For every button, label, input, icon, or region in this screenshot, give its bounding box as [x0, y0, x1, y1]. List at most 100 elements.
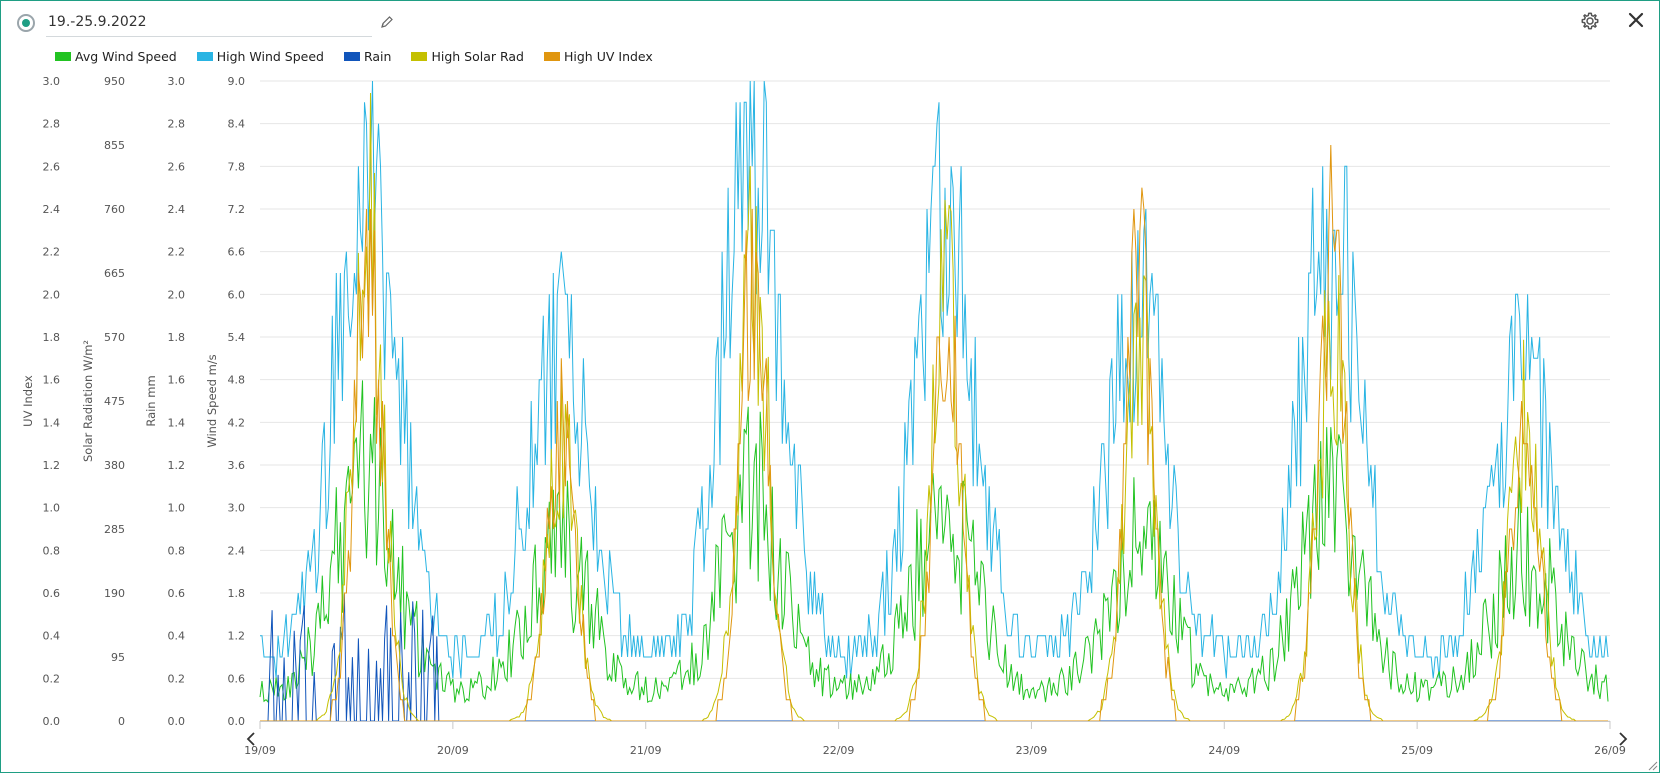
y-tick-label: 7.2 — [228, 203, 246, 216]
y-tick-label: 3.0 — [228, 502, 246, 515]
legend-swatch — [343, 51, 360, 61]
legend-swatch — [55, 51, 71, 61]
y-tick-label: 950 — [104, 75, 125, 88]
y-tick-label: 4.8 — [228, 374, 246, 387]
series-avg-wind-speed — [259, 380, 1609, 704]
navigation[interactable] — [246, 732, 1628, 746]
series — [259, 80, 1609, 722]
y-tick-label: 2.8 — [168, 118, 186, 131]
y-tick-label: 1.8 — [228, 587, 246, 600]
y-tick-label: 2.2 — [168, 246, 186, 259]
y-tick-label: 665 — [104, 267, 125, 280]
y-tick-label: 380 — [104, 459, 125, 472]
y-tick-label: 9.0 — [228, 75, 246, 88]
chart-title[interactable]: 19.-25.9.2022 — [48, 14, 147, 30]
series-high-uv-index — [260, 144, 1608, 722]
y-axes: 0.0 0.2 0.4 0.6 0.8 1.0 1.2 1.4 1.6 1.8 2.0 2.2 2.4 2… — [21, 75, 245, 728]
legend-item-high-wind-speed[interactable]: High Wind Speed — [196, 48, 324, 64]
y-tick-label: 0.2 — [43, 672, 61, 685]
y-tick-label: 1.6 — [43, 374, 61, 387]
y-tick-label: 0.8 — [168, 544, 186, 557]
y-tick-label: 1.2 — [228, 630, 246, 643]
resize-grip-icon[interactable] — [1648, 761, 1658, 771]
legend-label: High Solar Rad — [431, 48, 524, 64]
y-tick-label: 1.2 — [43, 459, 61, 472]
legend-label: Rain — [363, 48, 392, 64]
y-tick-label: 1.4 — [168, 416, 186, 429]
y-tick-label: 1.8 — [43, 331, 61, 344]
y-tick-label: 1.0 — [168, 502, 186, 515]
y-tick-label: 1.6 — [168, 374, 186, 387]
x-tick-label: 21/09 — [630, 744, 662, 757]
legend-label: High Wind Speed — [216, 48, 324, 64]
y-tick-label: 1.2 — [168, 459, 186, 472]
x-axis: 19/09 20/09 21/09 22/09 23/09 24/09 25/09 26/09 — [244, 721, 1626, 757]
y-tick-label: 760 — [104, 203, 125, 216]
axis-title: Solar Radiation W/m² — [81, 340, 95, 462]
y-tick-label: 0.4 — [168, 630, 186, 643]
y-tick-label: 0.6 — [228, 672, 246, 685]
x-tick-label: 23/09 — [1016, 744, 1048, 757]
y-tick-label: 6.6 — [228, 246, 246, 259]
legend-swatch — [196, 51, 213, 61]
y-tick-label: 1.4 — [43, 416, 61, 429]
axis-title: Wind Speed m/s — [205, 354, 219, 447]
axis-title: UV Index — [21, 375, 35, 427]
y-tick-label: 1.0 — [43, 502, 61, 515]
y-tick-label: 95 — [111, 651, 125, 664]
y-tick-label: 5.4 — [228, 331, 246, 344]
legend-swatch — [544, 51, 560, 61]
legend-label: High UV Index — [564, 48, 653, 64]
y-tick-label: 8.4 — [228, 118, 246, 131]
header: 19.-25.9.2022 — [0, 0, 1662, 44]
status-radio-icon[interactable] — [17, 14, 35, 32]
y-tick-label: 285 — [104, 523, 125, 536]
y-tick-label: 2.6 — [168, 160, 186, 173]
scroll-right-icon[interactable] — [1619, 732, 1628, 746]
scroll-left-icon[interactable] — [246, 732, 255, 746]
series-high-solar-rad — [260, 92, 1608, 722]
y-tick-label: 2.0 — [168, 288, 186, 301]
legend-item-rain[interactable]: Rain — [343, 48, 392, 64]
y-tick-label: 2.8 — [43, 118, 61, 131]
legend-swatch — [411, 51, 428, 61]
legend-item-high-solar-rad[interactable]: High Solar Rad — [411, 49, 524, 64]
y-tick-label: 2.4 — [228, 544, 246, 557]
y-tick-label: 0.8 — [43, 544, 61, 557]
y-tick-label: 0.6 — [43, 587, 61, 600]
close-icon[interactable] — [1627, 11, 1645, 29]
y-tick-label: 0.2 — [168, 672, 186, 685]
y-tick-label: 1.8 — [168, 331, 186, 344]
x-tick-label: 19/09 — [244, 744, 276, 757]
y-tick-label: 7.8 — [228, 160, 246, 173]
x-tick-label: 20/09 — [437, 744, 469, 757]
y-tick-label: 190 — [104, 587, 125, 600]
x-tick-label: 26/09 — [1594, 744, 1626, 757]
y-tick-label: 855 — [104, 139, 125, 152]
y-tick-label: 4.2 — [228, 416, 246, 429]
y-tick-label: 2.4 — [43, 203, 61, 216]
pencil-icon[interactable] — [380, 15, 394, 29]
gear-icon[interactable] — [1580, 11, 1600, 31]
chart-legend: Avg Wind Speed High Wind Speed Rain High… — [55, 46, 673, 66]
y-tick-label: 0.0 — [228, 715, 246, 728]
x-tick-label: 24/09 — [1208, 744, 1240, 757]
y-tick-label: 3.0 — [168, 75, 186, 88]
title-field[interactable]: 19.-25.9.2022 — [46, 10, 372, 37]
legend-item-high-uv-index[interactable]: High UV Index — [544, 49, 653, 64]
x-tick-label: 25/09 — [1401, 744, 1433, 757]
y-tick-label: 6.0 — [228, 288, 246, 301]
y-tick-label: 0.0 — [168, 715, 186, 728]
y-tick-label: 0.4 — [43, 630, 61, 643]
legend-item-avg-wind-speed[interactable]: Avg Wind Speed — [55, 49, 177, 64]
y-tick-label: 2.0 — [43, 288, 61, 301]
y-tick-label: 0 — [118, 715, 125, 728]
x-tick-label: 22/09 — [823, 744, 855, 757]
y-tick-label: 570 — [104, 331, 125, 344]
y-tick-label: 0.6 — [168, 587, 186, 600]
y-tick-label: 2.4 — [168, 203, 186, 216]
y-tick-label: 0.0 — [43, 715, 61, 728]
legend-label: Avg Wind Speed — [75, 48, 177, 64]
